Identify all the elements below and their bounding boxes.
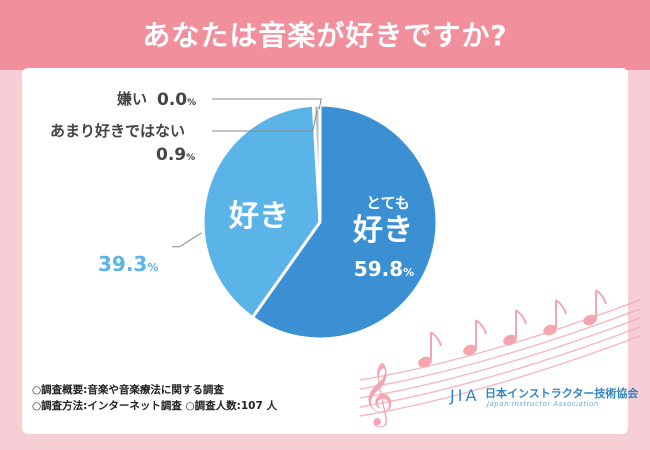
label-not-much-name: あまり好きではない [50,122,185,140]
music-note [503,334,517,346]
label-very-like-pct: 59.8% [354,257,414,281]
leader-dislike [212,98,322,110]
jia-logo: JIA [450,386,480,405]
staff-line [359,335,641,417]
chart-title: あなたは音楽が好きですか? [142,19,508,52]
music-note [543,324,557,336]
footnote-survey-overview: ○調査概要:音楽や音楽療法に関する調査 [32,384,224,396]
music-decoration: 𝄞 [359,289,641,428]
music-note-flag [430,331,442,347]
music-note [583,314,597,326]
label-not-much-pct: 0.9% [156,145,195,165]
label-dislike-pct: 0.0% [157,90,196,110]
label-like-name: 好き [228,199,289,234]
label-very-like-line1: とても [366,194,410,212]
pie-slice-0 [250,103,439,341]
leader-like [172,232,202,248]
music-note [463,344,477,356]
label-dislike-name: 嫌い [116,90,147,108]
music-note-flag [475,319,487,335]
music-note [418,356,432,368]
label-very-like-line2: 好き [352,213,413,248]
footnote-survey-method: ○調査方法:インターネット調査 ○調査人数:107 人 [32,400,277,412]
music-note-flag [595,289,607,305]
label-like-pct: 39.3% [98,252,158,276]
logo-name-jp: 日本インストラクター技術協会 [485,387,639,400]
music-note-flag [555,299,567,315]
header-bar [0,0,650,70]
logo-name-en: Japan Instructor Association [487,400,599,408]
pie-slice-1 [201,103,322,320]
staff-line [359,326,641,408]
staff-line [359,317,641,399]
staff-line [359,308,641,390]
staff-line [359,299,641,381]
leader-not-much [212,110,318,132]
music-note-flag [515,309,527,325]
treble-clef-icon: 𝄞 [362,362,394,428]
